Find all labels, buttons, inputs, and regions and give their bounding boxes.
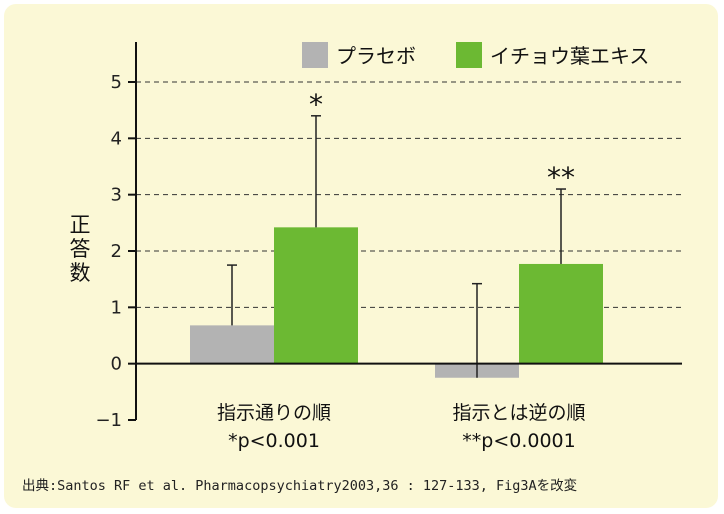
legend-swatch: [302, 42, 328, 68]
legend-label: プラセボ: [336, 44, 416, 68]
chart-panel: −1 0 1 2 3 4 5 * ** 指示通りの順 *p<0.001 指示とは逆の順 **p<0.…: [4, 4, 718, 508]
grid-lines: [128, 81, 682, 421]
significance-marks: ***: [309, 88, 575, 194]
p-value-label: *p<0.001: [228, 430, 320, 452]
bar: [519, 263, 603, 364]
y-tick-label: 2: [111, 241, 122, 262]
bars: [190, 227, 603, 378]
significance-mark: **: [547, 161, 575, 194]
bar: [190, 325, 274, 364]
error-bars: [227, 115, 566, 378]
y-axis-label: 正答数: [70, 213, 91, 285]
legend-swatch: [456, 42, 482, 68]
y-tick-label: 3: [111, 185, 122, 206]
bar: [274, 227, 358, 364]
y-tick-label: −1: [95, 410, 122, 431]
p-value-label: **p<0.0001: [462, 430, 575, 452]
category-label: 指示通りの順: [217, 402, 331, 424]
source-citation: 出典:Santos RF et al. Pharmacopsychiatry20…: [22, 478, 578, 494]
y-tick-label: 5: [111, 72, 122, 93]
category-labels: 指示通りの順 *p<0.001 指示とは逆の順 **p<0.0001: [217, 402, 586, 452]
legend-label: イチョウ葉エキス: [490, 44, 649, 68]
legend: プラセボ イチョウ葉エキス: [302, 42, 649, 68]
y-tick-labels: −1 0 1 2 3 4 5: [95, 72, 122, 431]
category-label: 指示とは逆の順: [452, 402, 585, 424]
y-tick-label: 4: [111, 128, 122, 149]
y-tick-label: 1: [111, 297, 122, 318]
y-tick-label: 0: [111, 354, 122, 375]
significance-mark: *: [309, 88, 323, 121]
